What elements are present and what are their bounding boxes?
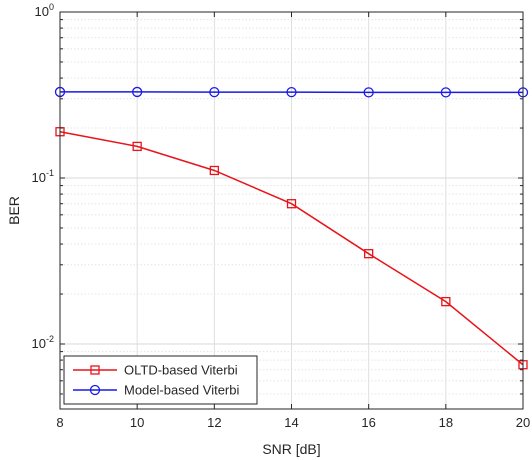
legend-marker-circle <box>89 384 101 396</box>
data-point-circle <box>209 86 220 98</box>
y-axis-label: BER <box>6 196 22 225</box>
legend-marker-square <box>90 365 100 375</box>
data-point-square <box>286 199 297 209</box>
data-point-circle <box>286 86 297 98</box>
x-tick-label: 8 <box>56 415 63 430</box>
series-line <box>59 130 524 366</box>
data-point-square <box>209 165 219 176</box>
x-tick-label: 10 <box>130 415 144 430</box>
y-tick-label: 10-1 <box>32 168 54 185</box>
legend-label: OLTD-based Viterbi <box>124 363 238 378</box>
y-tick-label: 100 <box>35 2 54 19</box>
series-layer <box>54 86 529 370</box>
legend: OLTD-based Viterbi Model-based Viterbi <box>63 355 258 405</box>
y-tick-label: 10-2 <box>32 334 54 351</box>
data-point-circle <box>132 86 143 98</box>
legend-label: Model-based Viterbi <box>124 383 239 398</box>
x-tick-label: 18 <box>439 415 453 430</box>
x-axis-label: SNR [dB] <box>262 441 320 457</box>
legend-box <box>63 355 258 405</box>
ticks: 8 10 12 14 16 18 20 100 10-1 10-2 <box>32 2 531 430</box>
data-point-square <box>441 296 451 307</box>
x-tick-label: 16 <box>361 415 375 430</box>
data-point-circle <box>363 87 374 98</box>
x-tick-label: 20 <box>516 415 530 430</box>
data-point-circle <box>440 87 451 98</box>
data-point-square <box>364 249 374 259</box>
x-tick-label: 12 <box>207 415 221 430</box>
x-tick-label: 14 <box>284 415 298 430</box>
data-point-square <box>132 141 142 152</box>
